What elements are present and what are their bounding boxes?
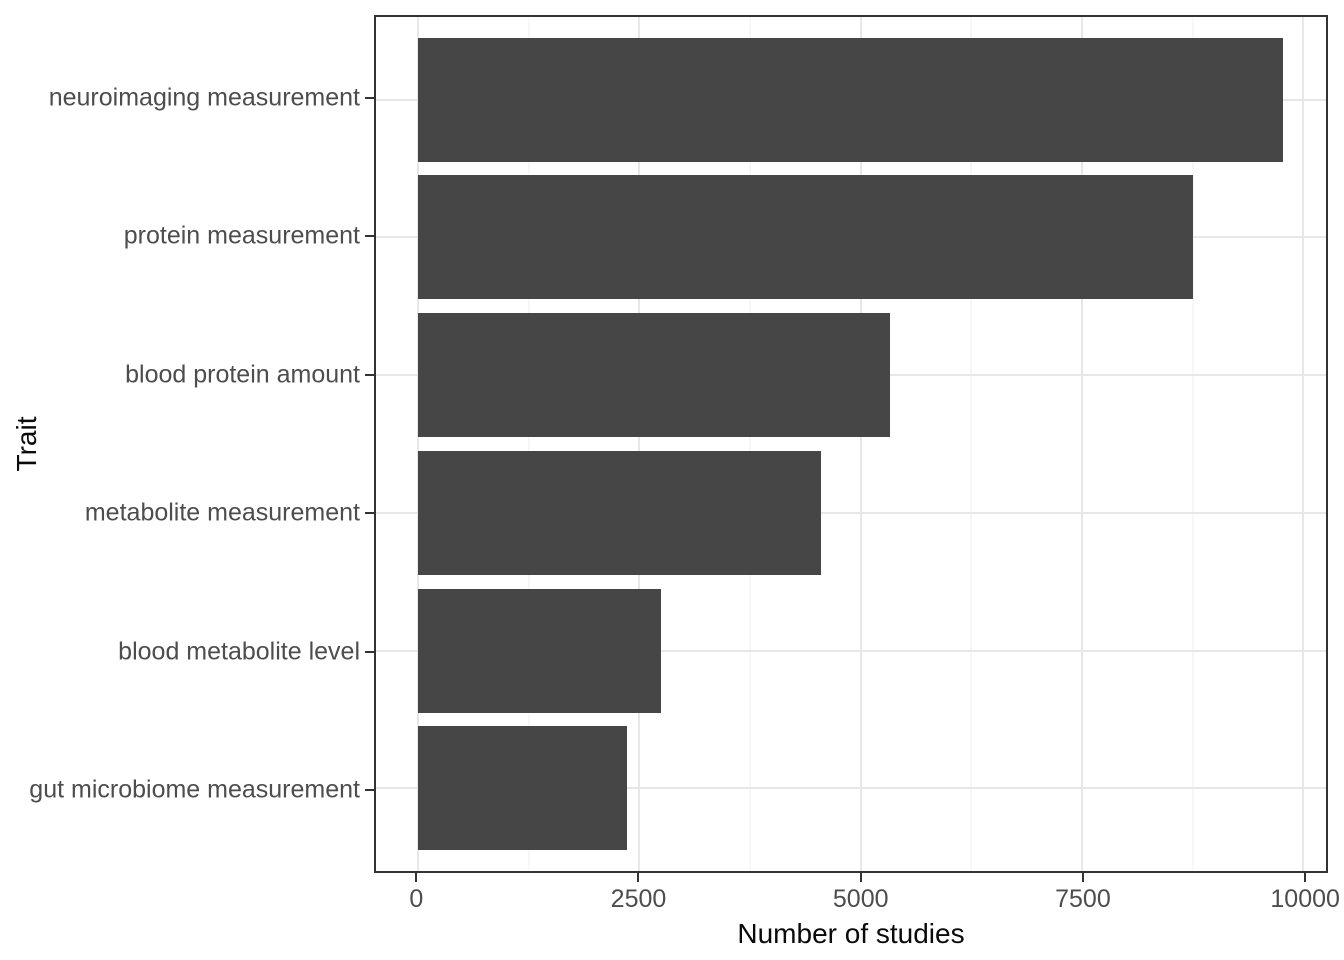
grid-major-vline — [859, 17, 862, 871]
grid-minor-vline — [1192, 17, 1194, 871]
x-tick-label: 5000 — [832, 885, 889, 913]
grid-minor-vline — [970, 17, 972, 871]
grid-major-vline — [417, 17, 420, 871]
y-tick-mark — [365, 235, 374, 238]
grid-minor-vline — [528, 17, 530, 871]
grid-major-hline — [376, 511, 1326, 514]
x-tick-label: 2500 — [610, 885, 667, 913]
y-tick-mark — [365, 512, 374, 515]
bar-blood-metabolite-level — [418, 588, 661, 713]
category-label: neuroimaging measurement — [48, 83, 360, 112]
bar-blood-protein-amount — [418, 313, 891, 438]
x-tick-mark — [859, 873, 862, 882]
bar-gut-microbiome-measurement — [418, 726, 627, 851]
category-label: gut microbiome measurement — [29, 775, 360, 804]
bar-neuroimaging-measurement — [418, 37, 1284, 162]
grid-major-vline — [638, 17, 641, 871]
y-axis-tick-marks — [365, 15, 374, 873]
y-tick-mark — [365, 788, 374, 791]
x-tick-label: 0 — [409, 885, 424, 913]
x-axis-title: Number of studies — [737, 918, 965, 949]
bar-metabolite-measurement — [418, 450, 822, 575]
x-tick-mark — [637, 873, 640, 882]
x-tick-label: 10000 — [1270, 885, 1340, 913]
grid-major-hline — [376, 649, 1326, 652]
x-tick-mark — [1304, 873, 1307, 882]
y-tick-mark — [365, 650, 374, 653]
x-tick-mark — [415, 873, 418, 882]
category-label: protein measurement — [123, 221, 360, 250]
category-label: blood protein amount — [125, 360, 360, 389]
category-label: metabolite measurement — [84, 498, 360, 527]
grid-major-vline — [1080, 17, 1083, 871]
x-axis-tick-labels: 0 2500 5000 7500 10000 — [374, 885, 1340, 916]
x-tick-mark — [1081, 873, 1084, 882]
y-tick-mark — [365, 97, 374, 100]
grid-major-vline — [1302, 17, 1305, 871]
x-axis-tick-marks — [374, 873, 1328, 882]
x-tick-label: 7500 — [1055, 885, 1111, 913]
plot-panel — [374, 15, 1328, 873]
y-tick-mark — [365, 373, 374, 376]
grid-minor-vline — [749, 17, 751, 871]
grid-major-hline — [376, 787, 1326, 790]
category-label: blood metabolite level — [118, 637, 360, 666]
bar-protein-measurement — [418, 175, 1194, 300]
y-axis-category-labels: neuroimaging measurement protein measurem… — [0, 15, 360, 873]
y-axis-title: Trait — [11, 416, 42, 472]
